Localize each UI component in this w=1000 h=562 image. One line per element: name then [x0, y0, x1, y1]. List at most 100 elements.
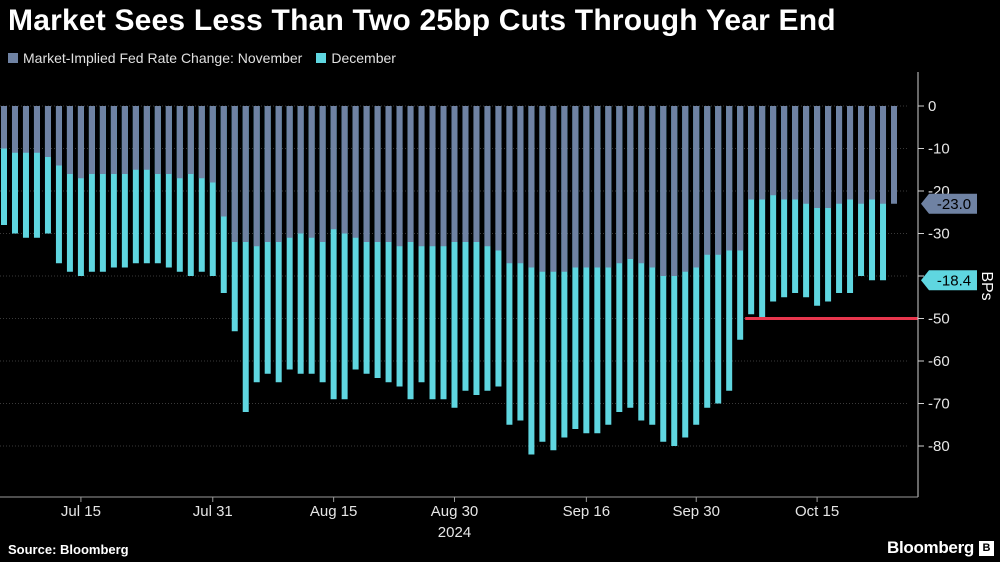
december-bar	[297, 106, 304, 374]
november-bar	[176, 106, 183, 179]
x-tick-label: Aug 30	[431, 503, 479, 520]
november-bar	[671, 106, 678, 276]
november-bar	[165, 106, 172, 174]
december-bar	[473, 106, 480, 395]
november-bar	[495, 106, 502, 251]
y-tick-label: -50	[928, 311, 950, 328]
november-bar	[99, 106, 106, 174]
december-bar	[66, 106, 73, 272]
december-bar	[704, 106, 711, 408]
x-tick-label: Sep 16	[563, 503, 611, 520]
y-tick-label: -70	[928, 396, 950, 413]
november-bar	[286, 106, 293, 238]
november-bar	[352, 106, 359, 238]
december-bar	[429, 106, 436, 400]
november-bar	[77, 106, 84, 179]
december-bar	[143, 106, 150, 264]
november-bar	[22, 106, 29, 153]
chart-title: Market Sees Less Than Two 25bp Cuts Thro…	[8, 4, 836, 37]
november-bar	[330, 106, 337, 230]
november-bar	[572, 106, 579, 268]
december-bar	[770, 106, 777, 302]
december-bar	[110, 106, 117, 268]
december-bar	[462, 106, 469, 391]
november-bar	[220, 106, 227, 217]
november-bar	[253, 106, 260, 247]
callouts: -23.0 -18.4	[921, 193, 977, 291]
december-bar	[330, 106, 337, 400]
november-bar	[231, 106, 238, 242]
december-bar	[407, 106, 414, 400]
y-tick-label: -60	[928, 353, 950, 370]
november-bar	[638, 106, 645, 264]
december-bar	[583, 106, 590, 434]
november-bar	[341, 106, 348, 234]
december-bar	[506, 106, 513, 425]
callout-label: -23.0	[937, 196, 971, 213]
callout-box	[921, 270, 977, 291]
november-bar	[814, 106, 821, 208]
november-bar	[132, 106, 139, 170]
november-bar	[704, 106, 711, 255]
november-bar	[836, 106, 843, 204]
december-bar	[759, 106, 766, 319]
november-bar	[627, 106, 634, 259]
x-tick-label: Jul 31	[193, 503, 233, 520]
x-tick-label: Aug 15	[310, 503, 358, 520]
y-tick-label: 0	[928, 98, 936, 115]
november-bar	[770, 106, 777, 196]
december-bar	[550, 106, 557, 451]
december-bar	[22, 106, 29, 238]
november-bar	[759, 106, 766, 200]
december-bar	[77, 106, 84, 276]
december-bar	[781, 106, 788, 298]
november-bar	[825, 106, 832, 208]
november-bar	[440, 106, 447, 247]
november-bar	[374, 106, 381, 242]
november-bar	[242, 106, 249, 242]
november-bar	[737, 106, 744, 251]
november-bar	[891, 106, 897, 204]
december-bar	[528, 106, 535, 455]
november-bar	[517, 106, 524, 264]
december-bar	[209, 106, 216, 276]
november-bar	[407, 106, 414, 242]
november-bar	[187, 106, 194, 174]
brand-logo: Bloomberg	[886, 538, 974, 557]
legend-item-december: December	[316, 50, 396, 66]
x-axis: Jul 15 Jul 31 Aug 15 Aug 30 Sep 16 Sep 30 Oct …	[0, 496, 918, 541]
november-bar	[1, 106, 7, 149]
november-bar	[528, 106, 535, 268]
november-bar	[198, 106, 205, 179]
november-bar	[451, 106, 458, 242]
december-bar	[539, 106, 546, 442]
november-bar	[781, 106, 788, 200]
november-bar	[143, 106, 150, 170]
november-bar	[121, 106, 128, 174]
november-bar	[385, 106, 392, 242]
november-bar	[11, 106, 18, 153]
december-bar	[1, 106, 7, 225]
november-bar	[33, 106, 40, 153]
december-bar	[198, 106, 205, 272]
legend-item-november: Market-Implied Fed Rate Change: November	[8, 50, 302, 66]
december-bar	[341, 106, 348, 400]
november-bar	[726, 106, 733, 251]
november-bar	[429, 106, 436, 247]
november-bar	[649, 106, 656, 268]
legend-label-december: December	[331, 50, 396, 66]
november-bar	[275, 106, 282, 242]
november-bar	[561, 106, 568, 272]
november-bar	[110, 106, 117, 174]
november-bar	[44, 106, 51, 157]
november-bar	[803, 106, 810, 204]
callout-label: -18.4	[937, 272, 971, 289]
source-note: Source: Bloomberg	[8, 542, 129, 557]
legend-swatch-november	[8, 53, 18, 63]
legend-label-november: Market-Implied Fed Rate Change: November	[23, 50, 303, 66]
y-tick-label: -10	[928, 141, 950, 158]
november-bar	[660, 106, 667, 276]
x-tick-label: Sep 30	[672, 503, 720, 520]
november-bar	[55, 106, 62, 166]
november-bar	[792, 106, 799, 200]
